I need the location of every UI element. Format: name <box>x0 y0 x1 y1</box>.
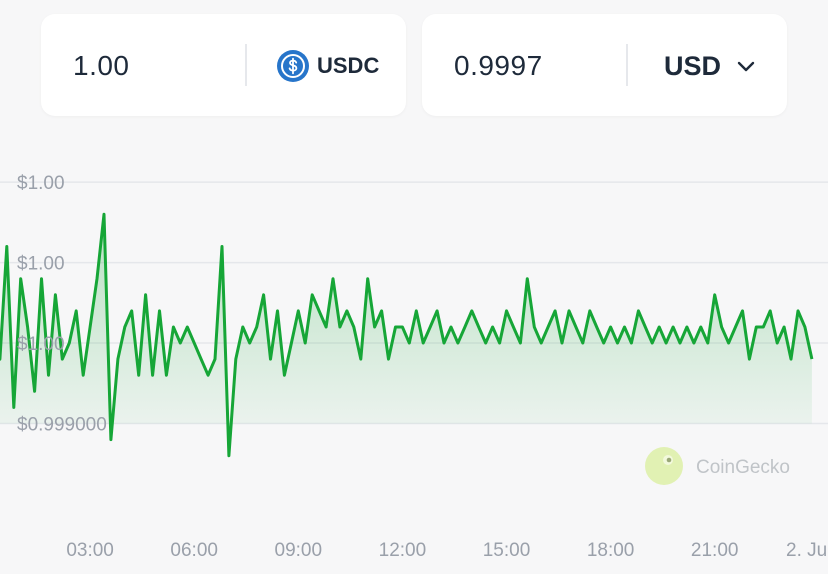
x-tick-label: 15:00 <box>483 540 531 561</box>
from-amount-card: 1.00 USDC <box>41 14 406 116</box>
x-tick-label: 06:00 <box>170 540 218 561</box>
x-tick-label: 03:00 <box>66 540 114 561</box>
x-tick-label: 09:00 <box>275 540 323 561</box>
to-amount-card: 0.9997 USD <box>422 14 787 116</box>
y-tick-label: $1.00 <box>17 254 65 275</box>
to-card-divider <box>626 44 628 86</box>
watermark-text: CoinGecko <box>696 457 790 478</box>
y-tick-label: $1.00 <box>17 173 65 194</box>
chevron-down-icon <box>737 61 755 72</box>
usdc-coin-icon <box>277 50 309 82</box>
coingecko-watermark: CoinGecko <box>645 447 790 485</box>
price-area-fill <box>0 214 812 456</box>
currency-label: USD <box>664 50 722 81</box>
from-token-symbol: USDC <box>317 53 380 78</box>
from-card-divider <box>245 44 247 86</box>
y-tick-label: $0.999000 <box>17 414 107 435</box>
currency-selector[interactable]: USD <box>664 50 757 82</box>
from-amount-input[interactable]: 1.00 <box>73 50 130 81</box>
x-tick-label: 2. Ju <box>786 540 827 561</box>
x-tick-label: 18:00 <box>587 540 635 561</box>
from-token-label: USDC <box>277 50 379 82</box>
to-amount-input[interactable]: 0.9997 <box>454 50 543 81</box>
price-line <box>0 212 814 458</box>
x-tick-label: 21:00 <box>691 540 739 561</box>
x-tick-label: 12:00 <box>379 540 427 561</box>
y-tick-label: $1.00 <box>17 334 65 355</box>
